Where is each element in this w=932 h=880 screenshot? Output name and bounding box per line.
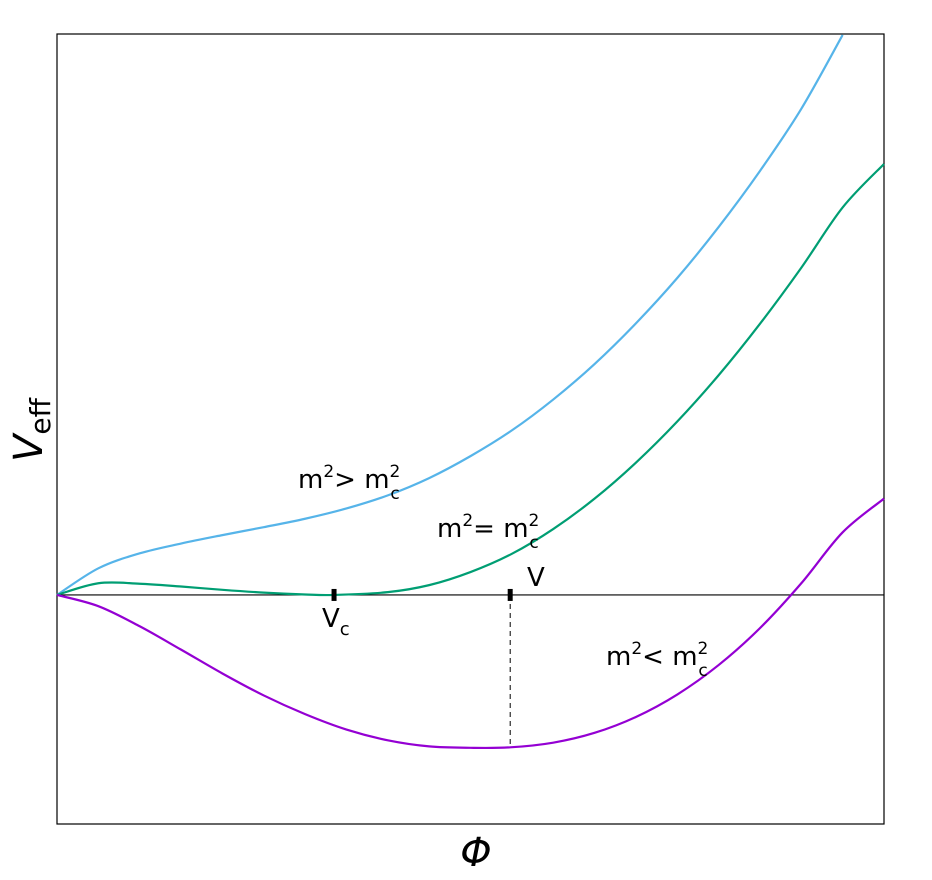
series-m2-equal-mc2-line bbox=[56, 163, 885, 597]
series-m2-greater-mc2-line bbox=[56, 34, 844, 596]
series-layer bbox=[56, 34, 885, 750]
x-axis-title: Φ bbox=[460, 830, 491, 876]
y-axis-title-sub: eff bbox=[24, 397, 57, 434]
series-m2-less-mc2-line bbox=[56, 497, 885, 750]
series-m2-greater-mc2-label: m2> m2 c bbox=[298, 462, 400, 504]
y-axis-title: Veff bbox=[6, 397, 57, 462]
series-m2-equal-mc2-label: m2= m2 c bbox=[437, 511, 539, 553]
plot-frame bbox=[56, 33, 885, 825]
marker-v-label: V bbox=[527, 563, 545, 593]
label-layer: m2> m2 c m2= m2 c m2< m2 c Vc V bbox=[298, 462, 708, 681]
marker-layer bbox=[331, 588, 513, 601]
y-axis-title-main: V bbox=[6, 432, 52, 462]
series-m2-less-mc2-label: m2< m2 c bbox=[606, 639, 708, 681]
marker-vc-label: Vc bbox=[322, 604, 350, 640]
